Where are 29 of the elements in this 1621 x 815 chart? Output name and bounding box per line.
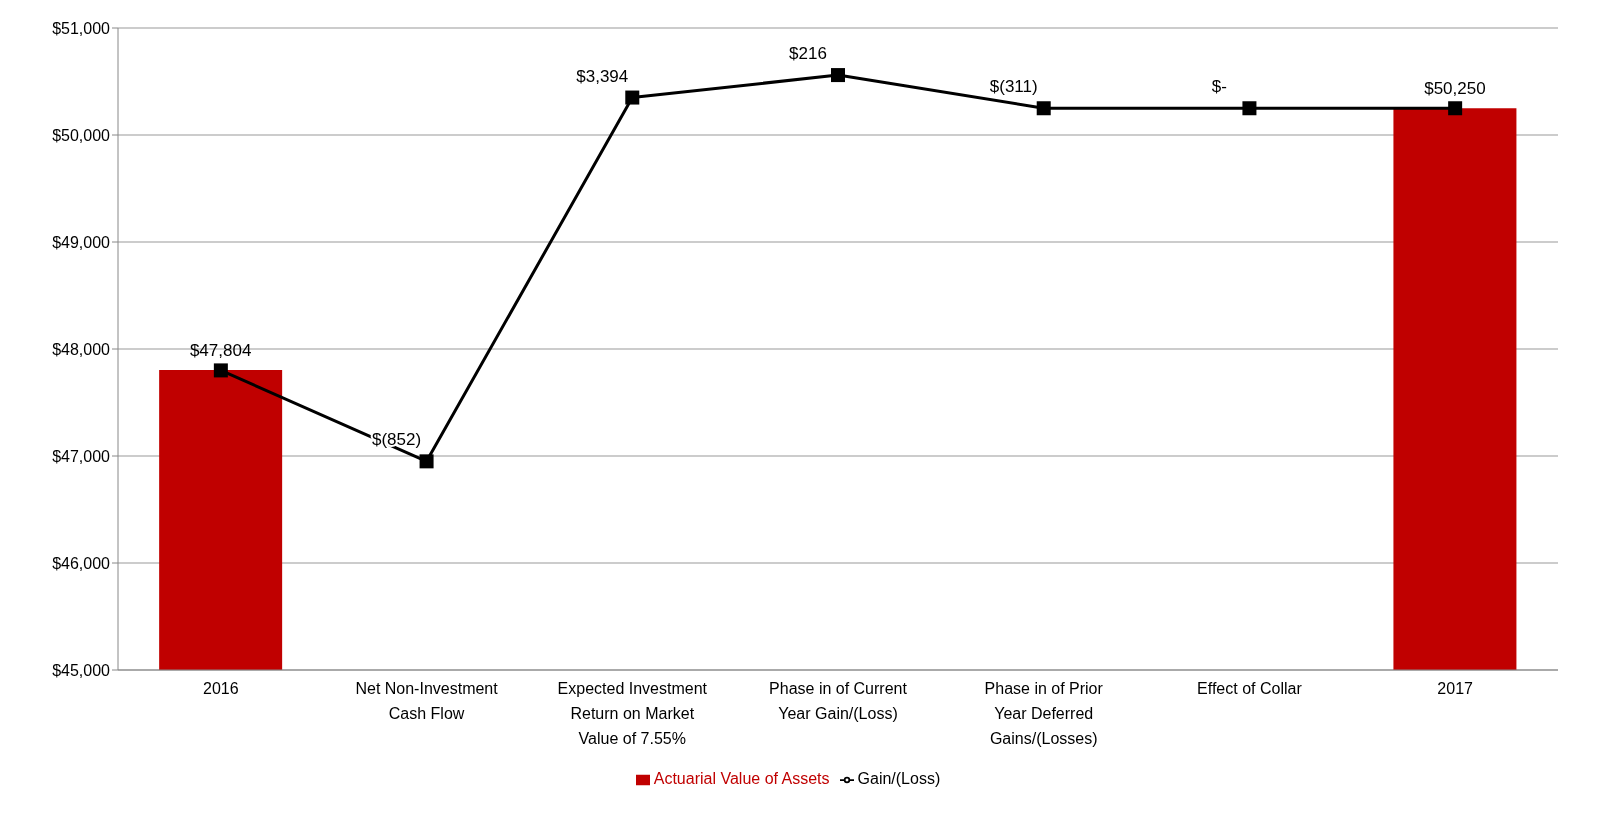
y-tick-label: $50,000 <box>52 126 111 144</box>
x-tick-label: 2017 <box>1437 680 1474 697</box>
legend-label: Actuarial Value of Assets <box>653 770 830 787</box>
data-label: $47,804 <box>189 340 252 360</box>
annotation: $3,394 <box>576 66 629 86</box>
point <box>625 90 640 105</box>
y-tick-label: $49,000 <box>52 233 111 251</box>
x-tick-label: Effect of Collar <box>1197 680 1303 697</box>
data-label: $50,250 <box>1424 79 1486 99</box>
x-tick-label: Phase in of Prior Year Deferred Gains/(Losses) <box>984 680 1104 747</box>
point <box>419 454 434 469</box>
x-tick-label: Phase in of Current Year Gain/(Loss) <box>769 680 908 722</box>
point <box>831 68 845 83</box>
legend-label: Gain/(Loss) <box>857 770 941 787</box>
x-tick-label: Net Non-Investment Cash Flow <box>355 680 499 722</box>
y-tick-label: $48,000 <box>52 340 111 358</box>
y-tick-label: $45,000 <box>52 661 111 679</box>
annotation: $(311) <box>989 77 1038 97</box>
point <box>1448 101 1463 116</box>
x-tick-label: Expected Investment Return on Market Value of 7.55% <box>557 680 708 747</box>
y-tick-label: $51,000 <box>52 19 111 37</box>
annotation: $- <box>1211 77 1227 97</box>
y-tick-label: $46,000 <box>52 554 111 572</box>
x-tick-label: 2016 <box>203 680 239 697</box>
point <box>213 363 228 378</box>
y-tick-label: $47,000 <box>52 447 111 465</box>
annotation: $216 <box>789 44 827 64</box>
point <box>1036 101 1051 116</box>
point <box>1242 101 1257 116</box>
